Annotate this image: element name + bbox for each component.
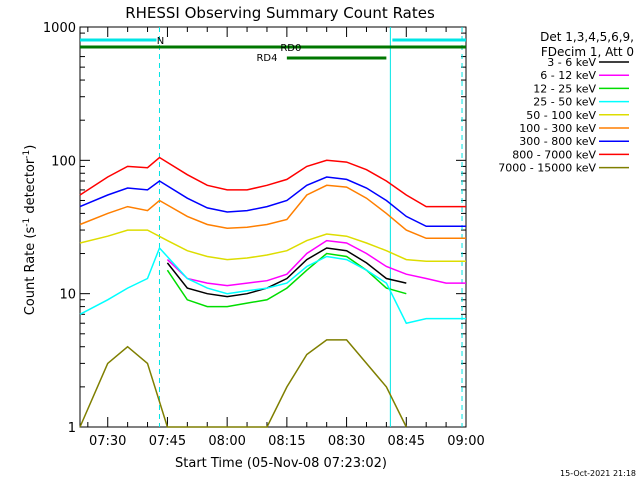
decimation-label-rd4: RD4 [256, 53, 277, 64]
legend-entry-label: 25 - 50 keV [533, 96, 596, 109]
x-tick-label: 09:00 [447, 434, 484, 449]
series-line [166, 247, 407, 298]
series-line [166, 239, 466, 287]
series-line [79, 229, 466, 263]
series-line [79, 339, 407, 428]
timestamp: 15-Oct-2021 21:18 [560, 469, 636, 478]
y-tick-label: 10 [59, 288, 76, 303]
x-tick-label: 07:30 [89, 434, 126, 449]
x-axis-label: Start Time (05-Nov-08 07:23:02) [175, 456, 387, 471]
y-axis-label-sup1: -1 [22, 218, 32, 227]
series-line [166, 252, 407, 308]
legend-entry-label: 6 - 12 keV [540, 69, 596, 82]
legend-header-line: FDecim 1, Att 0 [541, 45, 634, 59]
x-tick-label: 07:45 [149, 434, 186, 449]
series-line [79, 246, 466, 325]
legend-entry-label: 3 - 6 keV [547, 56, 596, 69]
legend-entry-label: 50 - 100 keV [526, 109, 596, 122]
legend-entry-label: 300 - 800 keV [519, 135, 596, 148]
y-axis-label-sup2: -1 [22, 150, 32, 159]
series-line [79, 156, 466, 208]
series-line [79, 176, 466, 228]
x-tick-label: 08:30 [328, 434, 365, 449]
series-line [79, 184, 466, 240]
y-axis-label: Count Rate (s-1 detector-1) [22, 145, 38, 316]
decimation-label-rd0: RD0 [280, 43, 301, 54]
legend-entry-label: 100 - 300 keV [519, 122, 596, 135]
legend-entry-label: 800 - 7000 keV [512, 148, 596, 161]
y-axis-label-mid: detector [23, 158, 38, 218]
attenuator-label: N [157, 36, 164, 47]
y-tick-label: 100 [51, 154, 76, 169]
y-tick-label: 1 [68, 421, 76, 436]
legend: Det 1,3,4,5,6,9,FDecim 1, Att 03 - 6 keV… [498, 30, 634, 175]
legend-header-line: Det 1,3,4,5,6,9, [540, 30, 634, 44]
y-axis-label-end: ) [23, 145, 38, 150]
x-tick-label: 08:45 [388, 434, 425, 449]
y-tick-label: 1000 [43, 21, 76, 36]
legend-entry-label: 12 - 25 keV [533, 82, 596, 95]
x-tick-label: 08:15 [268, 434, 305, 449]
y-axis-label-main: Count Rate (s [23, 227, 38, 316]
plot-frame [79, 26, 467, 428]
legend-entry-label: 7000 - 15000 keV [498, 162, 596, 175]
plot-area: 1 10 100 1000 07:30 07:45 08:00 08:15 08:30 08:45… [43, 21, 485, 449]
chart-title: RHESSI Observing Summary Count Rates [125, 4, 435, 22]
x-tick-label: 08:00 [208, 434, 245, 449]
